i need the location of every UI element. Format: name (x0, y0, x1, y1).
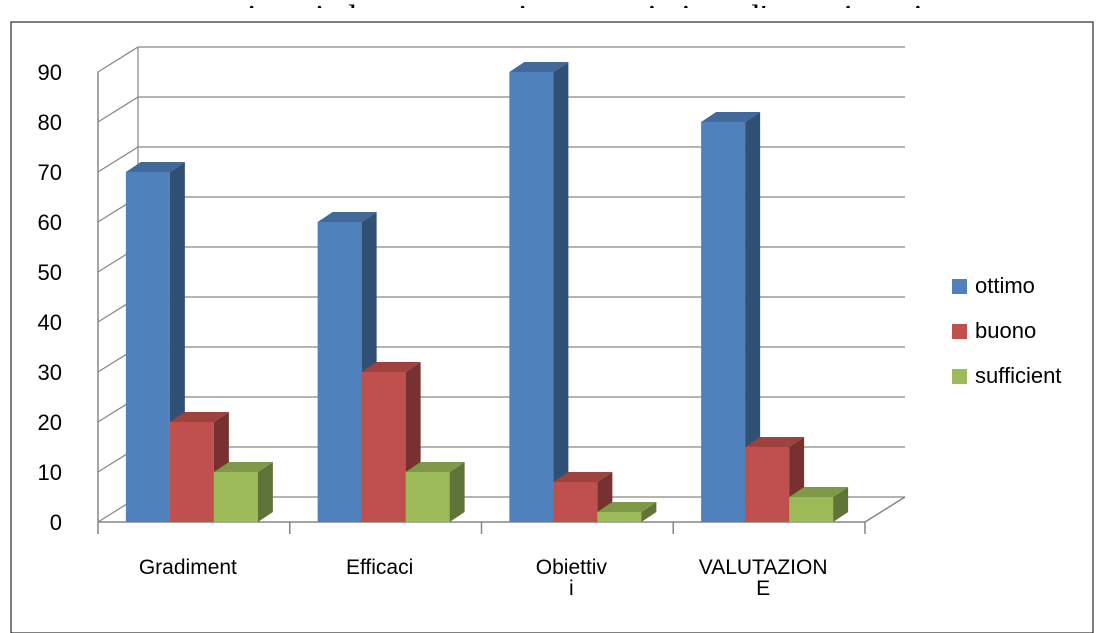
gridline-side (97, 146, 139, 173)
chart-title: ... partecipanti al progetto sui partena… (130, 0, 972, 36)
bar-buono-top (361, 362, 421, 372)
y-tick-label: 30 (38, 360, 62, 385)
category-label: Obiettiv (536, 556, 608, 579)
bar-ottimo-front (701, 122, 746, 522)
bar-sufficient-side (641, 502, 657, 522)
y-tick-label: 50 (38, 260, 62, 285)
bar-buono-front (169, 422, 214, 522)
category-label: i (569, 577, 574, 600)
bar-buono-front (553, 482, 598, 522)
y-tick-label: 20 (38, 410, 62, 435)
ticks-layer: 0 10 20 30 40 50 60 70 80 90 (38, 60, 62, 535)
bar-ottimo-top (317, 212, 377, 222)
legend-swatch-sufficient (952, 369, 967, 384)
bar-ottimo-side (553, 62, 569, 522)
bar-ottimo-top (125, 162, 185, 172)
gridline-side (97, 46, 139, 73)
category-label: Efficaci (346, 556, 413, 579)
legend-swatch-ottimo (952, 279, 967, 294)
y-tick-label: 90 (38, 60, 62, 85)
bar-ottimo-front (125, 172, 170, 522)
bar-sufficient-top (789, 487, 849, 497)
bar-buono-top (745, 437, 805, 447)
bar-sufficient-side (833, 487, 849, 522)
category-label: E (756, 577, 770, 600)
bar-buono-front (745, 447, 790, 522)
bar-sufficient-front (597, 512, 642, 522)
legend-swatch-buono (952, 324, 967, 339)
bar-ottimo-top (509, 62, 569, 72)
bar-ottimo-front (317, 222, 362, 522)
y-tick-label: 10 (38, 460, 62, 485)
legend-label-ottimo: ottimo (975, 273, 1035, 298)
bar-buono-top (169, 412, 229, 422)
y-tick-label: 60 (38, 210, 62, 235)
legend: ottimo buono sufficient (952, 273, 1061, 388)
bar-sufficient-front (213, 472, 258, 522)
gridline-side (97, 96, 139, 123)
bar-buono-top (553, 472, 613, 482)
bar-sufficient-front (405, 472, 450, 522)
category-label: Gradiment (139, 556, 237, 579)
bar-sufficient-top (405, 462, 465, 472)
bar-ottimo-side (745, 112, 761, 522)
bar-sufficient-front (789, 497, 834, 522)
bar-sufficient-side (257, 462, 273, 522)
bar-ottimo-top (701, 112, 761, 122)
bar-sufficient-side (449, 462, 465, 522)
chart-frame (10, 21, 1094, 633)
legend-label-sufficient: sufficient (975, 363, 1061, 388)
category-label: VALUTAZION (699, 556, 828, 579)
chart-title-group: ... partecipanti al progetto sui partena… (130, 0, 972, 36)
y-tick-label: 40 (38, 310, 62, 335)
floor-right-edge (864, 496, 906, 523)
bar-sufficient-top (597, 502, 657, 512)
y-tick-label: 80 (38, 110, 62, 135)
legend-label-buono: buono (975, 318, 1036, 343)
bar-buono-front (361, 372, 406, 522)
bar-sufficient-top (213, 462, 273, 472)
bar-ottimo-front (509, 72, 554, 522)
y-tick-label: 70 (38, 160, 62, 185)
bars-layer (125, 62, 849, 522)
y-tick-label: 0 (50, 510, 62, 535)
